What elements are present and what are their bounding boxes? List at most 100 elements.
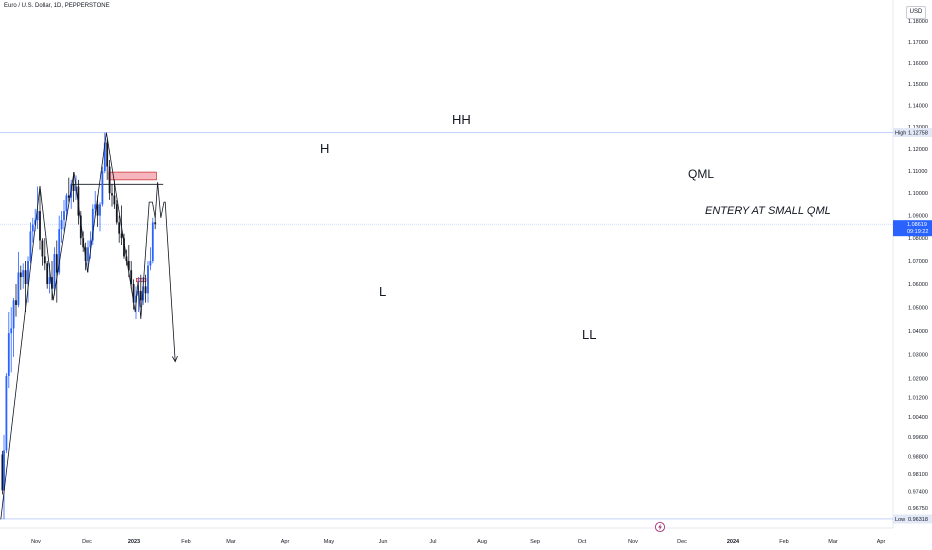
candle-body — [84, 247, 87, 262]
candle-body — [144, 286, 147, 294]
price-tick-label: 1.09000 — [908, 214, 928, 220]
last-price-countdown: 09:19:22 — [907, 229, 928, 235]
candle-body — [118, 222, 121, 234]
price-tick-label: 1.04000 — [908, 329, 928, 335]
time-tick-label: May — [324, 539, 335, 545]
last-price-marker: 1.08619 09:19:22 — [893, 220, 932, 237]
price-tick-label: 1.07000 — [908, 259, 928, 265]
candle-body — [79, 215, 82, 239]
label-qml: QML — [688, 167, 714, 181]
candle-body — [94, 204, 97, 209]
candle — [43, 238, 46, 271]
time-tick-label: Dec — [82, 539, 92, 545]
candle-body — [65, 195, 68, 212]
time-tick-label: 2024 — [727, 539, 740, 545]
candle-body — [123, 238, 125, 257]
candle-body — [39, 211, 41, 241]
price-tick-label: 1.18000 — [908, 19, 928, 25]
candle-body — [63, 211, 65, 221]
candle — [118, 215, 121, 243]
candle — [132, 279, 135, 310]
event-icon[interactable] — [654, 521, 666, 533]
candle — [12, 297, 15, 357]
candle-body — [151, 222, 154, 262]
candle-body — [24, 270, 27, 285]
candle — [15, 284, 17, 317]
time-tick-label: Apr — [877, 539, 886, 545]
candle — [39, 186, 41, 250]
candle — [51, 261, 53, 301]
time-axis[interactable]: Nov Dec 2023 Feb Mar Apr May Jun Jul Aug Sep Oct Nov… — [0, 527, 893, 545]
candle — [108, 159, 111, 200]
candle — [149, 247, 152, 271]
candle-body — [96, 204, 99, 216]
candle — [5, 373, 8, 454]
candle-body — [72, 184, 75, 191]
candle — [79, 211, 82, 246]
candle-body — [147, 265, 149, 294]
chart-title: Euro / U.S. Dollar, 1D, PEPPERSTONE — [4, 3, 110, 9]
candle-body — [51, 277, 53, 289]
low-value: 0.96318 — [908, 517, 928, 523]
price-tick-label: 1.17000 — [908, 40, 928, 46]
time-tick-label: Sep — [530, 539, 540, 545]
candle — [19, 265, 22, 290]
last-price-value: 1.08619 — [907, 222, 927, 228]
high-label: High — [895, 130, 906, 136]
candle-body — [43, 256, 46, 264]
candle-body — [60, 220, 63, 230]
time-tick-label: Feb — [181, 539, 190, 545]
candle — [1, 450, 4, 495]
candle — [103, 132, 106, 174]
candle-body — [19, 272, 22, 278]
candle-body — [7, 333, 10, 376]
time-tick-label: Mar — [828, 539, 838, 545]
price-tick-label: 1.02000 — [908, 376, 928, 382]
label-hh: HH — [452, 112, 471, 127]
time-tick-label: Apr — [281, 539, 290, 545]
candle-body — [127, 261, 130, 271]
label-ll: LL — [582, 327, 596, 342]
candle — [53, 247, 56, 296]
candle-body — [99, 204, 101, 216]
candle — [111, 184, 113, 207]
time-tick-label: Jun — [379, 539, 388, 545]
price-tick-label: 1.12000 — [908, 147, 928, 153]
candle-body — [10, 328, 13, 334]
price-tick-label: 1.00400 — [908, 415, 928, 421]
candle — [106, 139, 109, 180]
price-tick-label: 1.14000 — [908, 104, 928, 110]
price-tick-label: 0.99600 — [908, 435, 928, 441]
candle — [55, 240, 58, 303]
time-tick-label: Dec — [677, 539, 687, 545]
candle — [27, 256, 29, 303]
price-axis[interactable]: 1.180001.170001.160001.150001.140001.130… — [908, 19, 928, 512]
candle-body — [5, 375, 8, 451]
candle — [24, 261, 27, 312]
candle-body — [89, 240, 92, 248]
candle-body — [27, 261, 29, 285]
candle — [72, 172, 75, 203]
price-tick-label: 0.98800 — [908, 455, 928, 461]
price-tick-label: 0.96750 — [908, 506, 928, 512]
time-tick-label: Aug — [477, 539, 487, 545]
low-marker: Low 0.96318 — [893, 514, 932, 524]
candle — [46, 261, 49, 289]
time-tick-label: Jul — [429, 539, 436, 545]
candle-body — [111, 193, 113, 196]
candle — [99, 202, 101, 232]
candle — [144, 274, 147, 303]
candle-body — [101, 170, 104, 205]
projection-path — [0, 132, 176, 520]
currency-button[interactable]: USD — [906, 6, 926, 19]
candle-body — [41, 240, 44, 257]
price-tick-label: 1.10000 — [908, 191, 928, 197]
candle — [147, 261, 149, 303]
candle-body — [132, 284, 135, 303]
candle — [7, 311, 10, 389]
candle — [115, 199, 118, 225]
candle-body — [115, 204, 118, 223]
candle-body — [29, 231, 32, 262]
candle-body — [48, 277, 51, 285]
